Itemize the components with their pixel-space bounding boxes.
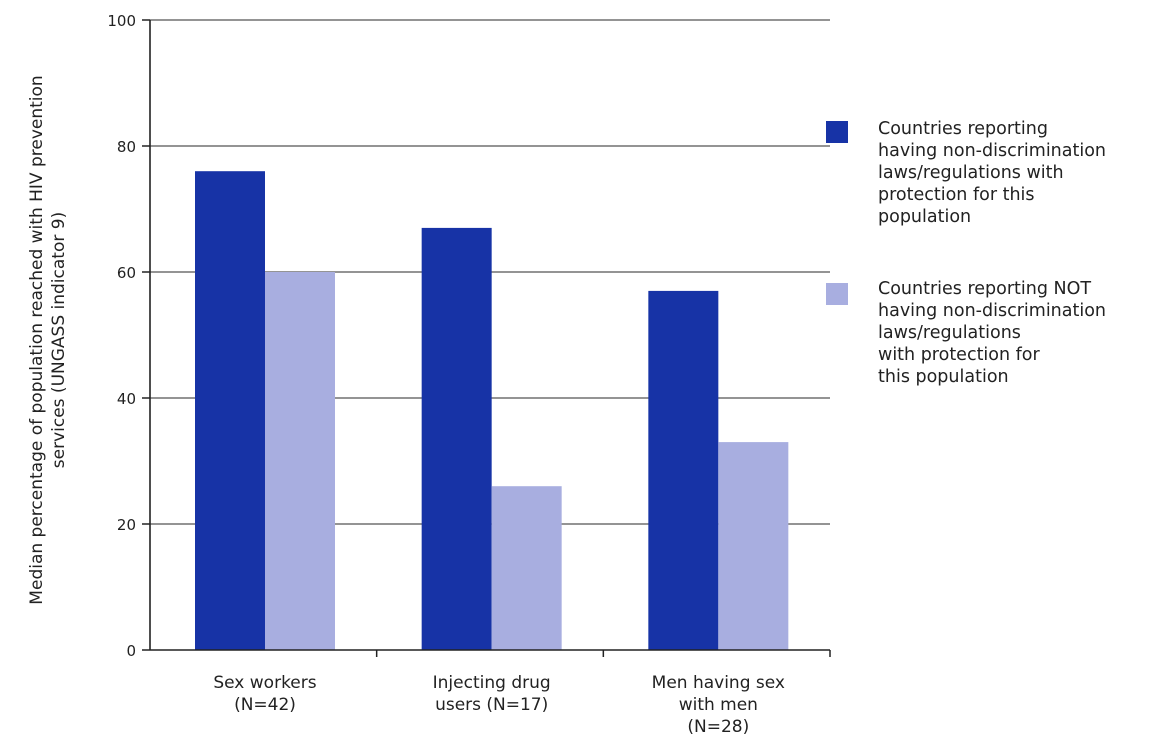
legend-label-series-1: Countries reporting having non-discrimin… [878, 119, 1107, 227]
legend-item-series-1: Countries reporting having non-discrimin… [826, 118, 1156, 228]
y-tick-label: 40 [117, 390, 136, 408]
y-tick-label: 100 [107, 12, 136, 30]
bar-series-2-cat-2 [491, 486, 562, 650]
legend-swatch-series-1 [826, 121, 848, 143]
bar-series-1-cat-2 [421, 227, 492, 650]
legend: Countries reporting having non-discrimin… [826, 118, 1156, 438]
legend-label-series-2: Countries reporting NOT having non-discr… [878, 279, 1107, 387]
x-tick-label: Men having sex with men (N=28) [652, 673, 785, 737]
legend-item-series-2: Countries reporting NOT having non-discr… [826, 278, 1156, 388]
bar-series-1-cat-3 [648, 290, 719, 650]
x-tick-label: Sex workers (N=42) [213, 673, 316, 715]
y-axis-label-container: Median percentage of population reached … [0, 0, 100, 748]
y-tick-label: 80 [117, 138, 136, 156]
bar-series-2-cat-3 [718, 442, 789, 650]
y-axis-label: Median percentage of population reached … [27, 75, 69, 605]
x-tick-label: Injecting drug users (N=17) [433, 673, 551, 715]
y-tick-label: 0 [126, 642, 136, 660]
bar-series-1-cat-1 [195, 171, 265, 650]
bar-series-2-cat-1 [265, 272, 335, 650]
y-tick-label: 60 [117, 264, 136, 282]
legend-swatch-series-2 [826, 283, 848, 305]
y-tick-label: 20 [117, 516, 136, 534]
